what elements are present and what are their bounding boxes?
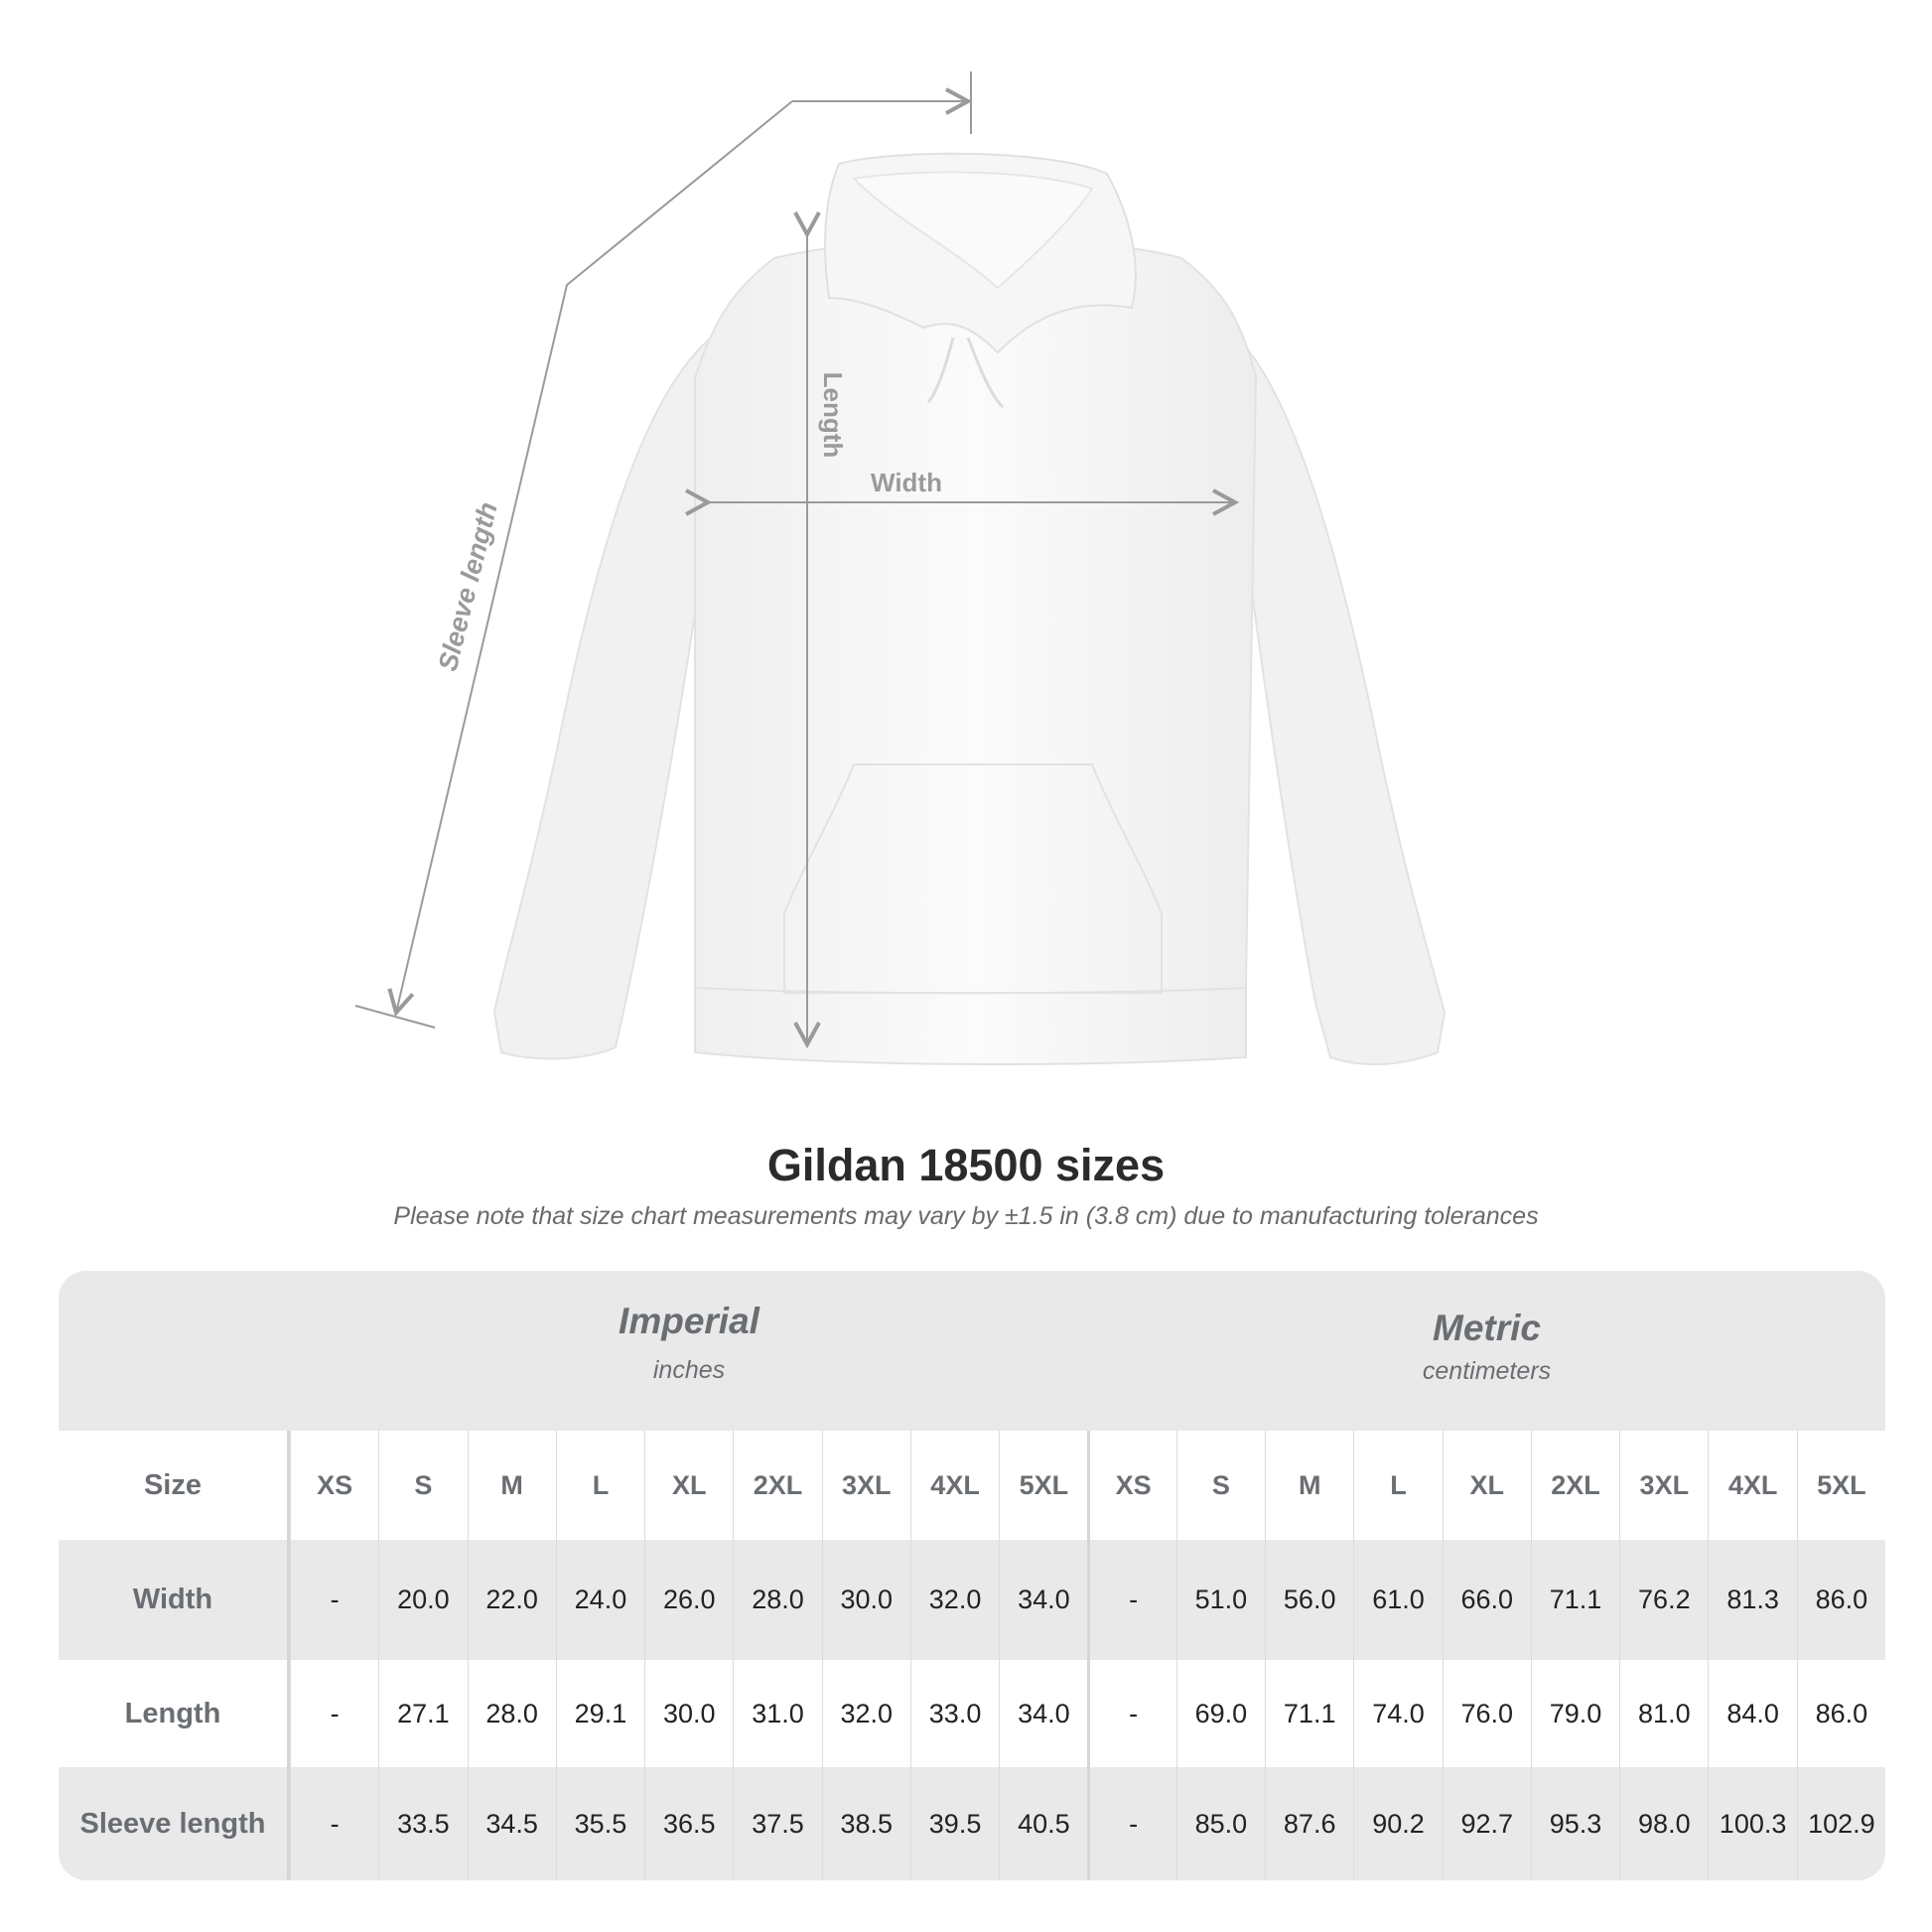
metric-unit: centimeters <box>1422 1357 1552 1385</box>
measurement-lines <box>354 71 1235 1044</box>
metric-header: Metric centimeters <box>1088 1308 1885 1386</box>
imperial-value-cell: 26.0 <box>644 1540 733 1660</box>
size-header-cell: S <box>378 1431 467 1540</box>
metric-value-cell: 69.0 <box>1175 1660 1265 1767</box>
size-header-cell: XL <box>644 1431 733 1540</box>
size-header-cell: 3XL <box>1619 1431 1708 1540</box>
imperial-value-cell: 32.0 <box>909 1540 999 1660</box>
imperial-value-cell: 32.0 <box>821 1660 910 1767</box>
metric-value-cell: 76.2 <box>1619 1540 1708 1660</box>
size-header-cell: 5XL <box>999 1431 1087 1540</box>
row-label: Length <box>59 1660 290 1767</box>
imperial-value-cell: 40.5 <box>999 1767 1087 1880</box>
imperial-value-cell: - <box>289 1540 378 1660</box>
imperial-value-cell: 37.5 <box>733 1767 821 1880</box>
size-header-cell: 2XL <box>733 1431 821 1540</box>
size-header-cell: XS <box>289 1431 378 1540</box>
imperial-value-cell: 24.0 <box>555 1540 644 1660</box>
metric-value-cell: - <box>1087 1540 1175 1660</box>
width-label: Width <box>871 468 942 497</box>
sleeve-length-label: Sleeve length <box>433 499 503 674</box>
length-label: Length <box>818 372 848 459</box>
metric-value-cell: 87.6 <box>1265 1767 1353 1880</box>
imperial-value-cell: 20.0 <box>378 1540 467 1660</box>
imperial-value-cell: 22.0 <box>467 1540 556 1660</box>
imperial-header: Imperial inches <box>290 1301 1088 1385</box>
metric-value-cell: 98.0 <box>1619 1767 1708 1880</box>
hoodie-measurement-diagram: Sleeve length Length Width <box>354 71 1447 1065</box>
size-header-row: Size XS S M L XL 2XL 3XL 4XL 5XL XS S M L XL 2XL 3XL 4XL 5… <box>59 1431 1885 1540</box>
size-header-cell: 2XL <box>1530 1431 1619 1540</box>
imperial-title: Imperial <box>619 1301 759 1341</box>
tolerance-note: Please note that size chart measurements… <box>393 1202 1539 1230</box>
imperial-value-cell: 31.0 <box>733 1660 821 1767</box>
imperial-value-cell: 34.5 <box>467 1767 556 1880</box>
metric-value-cell: 86.0 <box>1796 1660 1885 1767</box>
table-row: Length -27.1 28.0 29.1 30.0 31.0 32.0 33.0 34.0-… <box>59 1660 1885 1767</box>
metric-value-cell: 71.1 <box>1530 1540 1619 1660</box>
size-header-cell: S <box>1175 1431 1265 1540</box>
metric-value-cell: 86.0 <box>1796 1540 1885 1660</box>
imperial-value-cell: 28.0 <box>467 1660 556 1767</box>
metric-value-cell: 51.0 <box>1175 1540 1265 1660</box>
row-label: Size <box>59 1431 290 1540</box>
row-label: Width <box>59 1540 290 1660</box>
metric-value-cell: 81.3 <box>1708 1540 1796 1660</box>
size-header-cell: XL <box>1442 1431 1531 1540</box>
metric-value-cell: - <box>1087 1767 1175 1880</box>
metric-value-cell: 66.0 <box>1442 1540 1531 1660</box>
metric-title: Metric <box>1433 1308 1541 1348</box>
metric-value-cell: 61.0 <box>1353 1540 1442 1660</box>
imperial-value-cell: 30.0 <box>821 1540 910 1660</box>
imperial-value-cell: 39.5 <box>909 1767 999 1880</box>
size-table: Imperial inches Metric centimeters Size X… <box>59 1271 1885 1880</box>
imperial-value-cell: - <box>289 1660 378 1767</box>
imperial-value-cell: 30.0 <box>644 1660 733 1767</box>
size-header-cell: L <box>555 1431 644 1540</box>
table-row: Sleeve length -33.5 34.5 35.5 36.5 37.5 38.5 39… <box>59 1767 1885 1880</box>
imperial-value-cell: - <box>289 1767 378 1880</box>
imperial-value-cell: 35.5 <box>555 1767 644 1880</box>
size-header-cell: 4XL <box>1708 1431 1796 1540</box>
size-header-cell: 3XL <box>821 1431 910 1540</box>
imperial-value-cell: 29.1 <box>555 1660 644 1767</box>
page-title: Gildan 18500 sizes <box>766 1140 1166 1190</box>
metric-value-cell: 90.2 <box>1353 1767 1442 1880</box>
metric-value-cell: 81.0 <box>1619 1660 1708 1767</box>
imperial-value-cell: 36.5 <box>644 1767 733 1880</box>
metric-value-cell: 95.3 <box>1530 1767 1619 1880</box>
size-header-cell: M <box>1265 1431 1353 1540</box>
metric-value-cell: 76.0 <box>1442 1660 1531 1767</box>
metric-value-cell: 84.0 <box>1708 1660 1796 1767</box>
metric-value-cell: 74.0 <box>1353 1660 1442 1767</box>
metric-value-cell: 92.7 <box>1442 1767 1531 1880</box>
metric-value-cell: - <box>1087 1660 1175 1767</box>
imperial-value-cell: 27.1 <box>378 1660 467 1767</box>
imperial-value-cell: 34.0 <box>999 1540 1087 1660</box>
imperial-value-cell: 34.0 <box>999 1660 1087 1767</box>
table-row: Width -20.0 22.0 24.0 26.0 28.0 30.0 32.0 34.0-5… <box>59 1540 1885 1660</box>
row-label: Sleeve length <box>59 1767 290 1880</box>
metric-value-cell: 85.0 <box>1175 1767 1265 1880</box>
imperial-unit: inches <box>652 1356 726 1384</box>
imperial-value-cell: 28.0 <box>733 1540 821 1660</box>
metric-value-cell: 100.3 <box>1708 1767 1796 1880</box>
imperial-value-cell: 38.5 <box>821 1767 910 1880</box>
metric-value-cell: 71.1 <box>1265 1660 1353 1767</box>
metric-value-cell: 102.9 <box>1796 1767 1885 1880</box>
hoodie-image <box>492 152 1447 1065</box>
size-header-cell: M <box>467 1431 556 1540</box>
size-header-cell: 4XL <box>909 1431 999 1540</box>
imperial-value-cell: 33.5 <box>378 1767 467 1880</box>
metric-value-cell: 79.0 <box>1530 1660 1619 1767</box>
imperial-value-cell: 33.0 <box>909 1660 999 1767</box>
size-header-cell: L <box>1353 1431 1442 1540</box>
metric-value-cell: 56.0 <box>1265 1540 1353 1660</box>
unit-header-band <box>59 1271 1885 1431</box>
size-header-cell: 5XL <box>1796 1431 1885 1540</box>
size-header-cell: XS <box>1087 1431 1175 1540</box>
